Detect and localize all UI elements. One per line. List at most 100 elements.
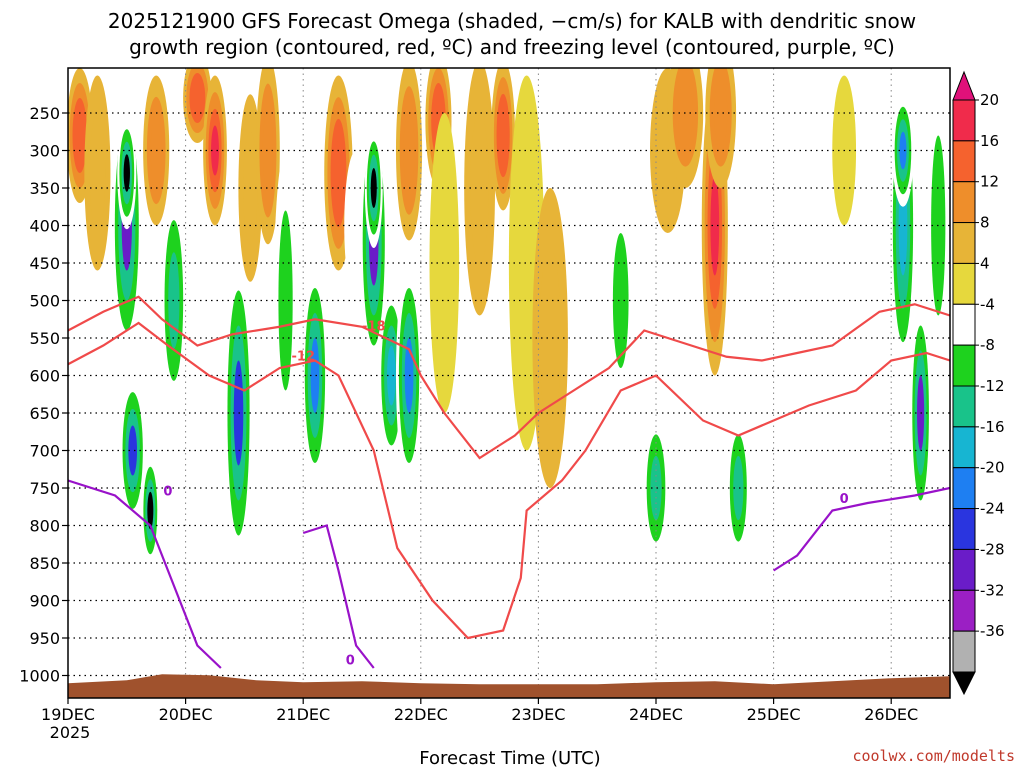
omega-cell-27-band-1: [539, 248, 561, 428]
freezing-contour-1-label: 0: [346, 653, 355, 668]
chart-title-line-2: growth region (contoured, red, ºC) and f…: [129, 35, 895, 59]
y-tick-label-600: 600: [29, 367, 60, 386]
omega-cell-4-band-3: [128, 425, 138, 476]
omega-cell-41-band-3: [899, 131, 907, 170]
x-tick-label-25DEC: 25DEC: [747, 705, 801, 724]
y-tick-label-750: 750: [29, 479, 60, 498]
colorbar-box-12: [952, 589, 976, 632]
omega-cell-24-band-1: [470, 111, 489, 265]
y-tick-label-550: 550: [29, 329, 60, 348]
colorbar-label-9: -20: [980, 459, 1005, 477]
dgz-contour-0-label: -18: [362, 320, 386, 335]
colorbar-label-8: -16: [980, 418, 1005, 436]
x-tick-label-19DEC: 19DEC: [41, 705, 95, 724]
omega-cell-1-band-1: [89, 114, 106, 232]
y-tick-label-850: 850: [29, 554, 60, 573]
x-year-label: 2025: [50, 723, 91, 742]
freezing-contour-2-label: 0: [840, 492, 849, 507]
colorbar-top-arrow: [952, 70, 976, 101]
freezing-contour-0: [68, 479, 222, 669]
x-tick-label-21DEC: 21DEC: [276, 705, 330, 724]
omega-cell-15-band-3: [333, 140, 344, 206]
omega-cell-3-band-3: [123, 154, 130, 192]
colorbar-label-11: -28: [980, 540, 1005, 558]
contour-layer: -18 -12 0 0 0: [68, 295, 950, 669]
omega-cell-18-band-3: [370, 168, 377, 208]
omega-cell-30-band-2: [650, 455, 662, 521]
omega-cell-39-band-0: [864, 113, 895, 488]
colorbar-box-1: [952, 140, 976, 183]
dgz-contour-1-label: -12: [291, 350, 315, 365]
colorbar-label-12: -32: [980, 581, 1005, 599]
y-tick-label-500: 500: [29, 292, 60, 311]
y-tick-label-400: 400: [29, 217, 60, 236]
omega-cell-13-band-1: [278, 210, 293, 391]
x-tick-label-26DEC: 26DEC: [864, 705, 918, 724]
freezing-contour-2: [773, 486, 950, 572]
freezing-contour-0-label: 0: [163, 485, 172, 500]
colorbar-label-1: 16: [980, 132, 999, 150]
omega-cell-12-band-2: [262, 110, 274, 191]
dgz-contour-0: [68, 295, 950, 460]
omega-cell-0-band-3: [75, 113, 85, 158]
colorbar-box-6: [952, 344, 976, 387]
y-tick-label-450: 450: [29, 254, 60, 273]
colorbar-label-10: -24: [980, 500, 1005, 518]
omega-cell-23-band-0: [429, 113, 460, 413]
colorbar-label-5: -4: [980, 295, 995, 313]
colorbar-box-0: [952, 99, 976, 142]
plot-area: -18 -12 0 0 0: [68, 68, 950, 698]
colorbar-bottom-arrow: [952, 671, 976, 696]
y-tick-label-700: 700: [29, 442, 60, 461]
credit-text: coolwx.com/modelts: [852, 747, 1015, 765]
omega-cell-33-band-3: [710, 175, 720, 276]
omega-cell-29-band-1: [612, 233, 629, 368]
dgz-contour-1: [68, 321, 950, 640]
colorbar: 20 16 12 8 4 -4 -8 -12 -16 -20 -24 -28 -32 -36: [952, 70, 1005, 696]
x-axis: 19DEC 20DEC 21DEC 22DEC 23DEC 24DEC 25DEC 26DEC: [41, 698, 918, 724]
colorbar-label-2: 12: [980, 173, 999, 191]
colorbar-box-9: [952, 467, 976, 510]
y-tick-label-1000: 1000: [19, 667, 60, 686]
omega-cell-34-band-2: [714, 80, 728, 146]
omega-cell-25-band-3: [499, 110, 508, 161]
y-tick-label-300: 300: [29, 142, 60, 161]
colorbar-label-0: 20: [980, 91, 999, 109]
plot-frame: [67, 67, 951, 699]
freezing-contour-1: [302, 524, 375, 669]
y-tick-label-250: 250: [29, 104, 60, 123]
y-tick-label-350: 350: [29, 179, 60, 198]
colorbar-box-10: [952, 508, 976, 550]
omega-cell-8-band-3: [192, 83, 203, 113]
terrain-surface: [68, 674, 950, 698]
omega-cell-19-band-3: [387, 345, 396, 406]
colorbar-label-6: -8: [980, 336, 995, 354]
colorbar-box-5: [952, 303, 976, 346]
colorbar-box-13: [952, 630, 976, 673]
x-tick-label-23DEC: 23DEC: [511, 705, 565, 724]
chart-title-line-1: 2025121900 GFS Forecast Omega (shaded, −…: [108, 9, 916, 33]
omega-cell-9-band-3: [211, 125, 219, 176]
colorbar-box-8: [952, 426, 976, 469]
colorbar-label-4: 4: [980, 254, 990, 272]
y-tick-label-950: 950: [29, 629, 60, 648]
colorbar-label-3: 8: [980, 214, 990, 232]
colorbar-box-3: [952, 222, 976, 264]
omega-cell-14-band-3: [310, 338, 320, 413]
omega-cell-35-band-2: [733, 455, 744, 521]
grid-layer: [68, 68, 950, 698]
colorbar-box-7: [952, 385, 976, 428]
colorbar-label-13: -36: [980, 622, 1005, 640]
colorbar-box-4: [952, 262, 976, 305]
y-tick-label-650: 650: [29, 404, 60, 423]
colorbar-box-2: [952, 181, 976, 224]
y-axis: 250 300 350 400 450 500 550 600 650 700 750 800 850 9…: [19, 104, 68, 686]
x-axis-title: Forecast Time (UTC): [419, 748, 600, 768]
x-tick-label-22DEC: 22DEC: [394, 705, 448, 724]
y-tick-label-800: 800: [29, 517, 60, 536]
y-tick-label-900: 900: [29, 592, 60, 611]
x-tick-label-20DEC: 20DEC: [159, 705, 213, 724]
colorbar-box-11: [952, 548, 976, 591]
x-tick-label-24DEC: 24DEC: [629, 705, 683, 724]
